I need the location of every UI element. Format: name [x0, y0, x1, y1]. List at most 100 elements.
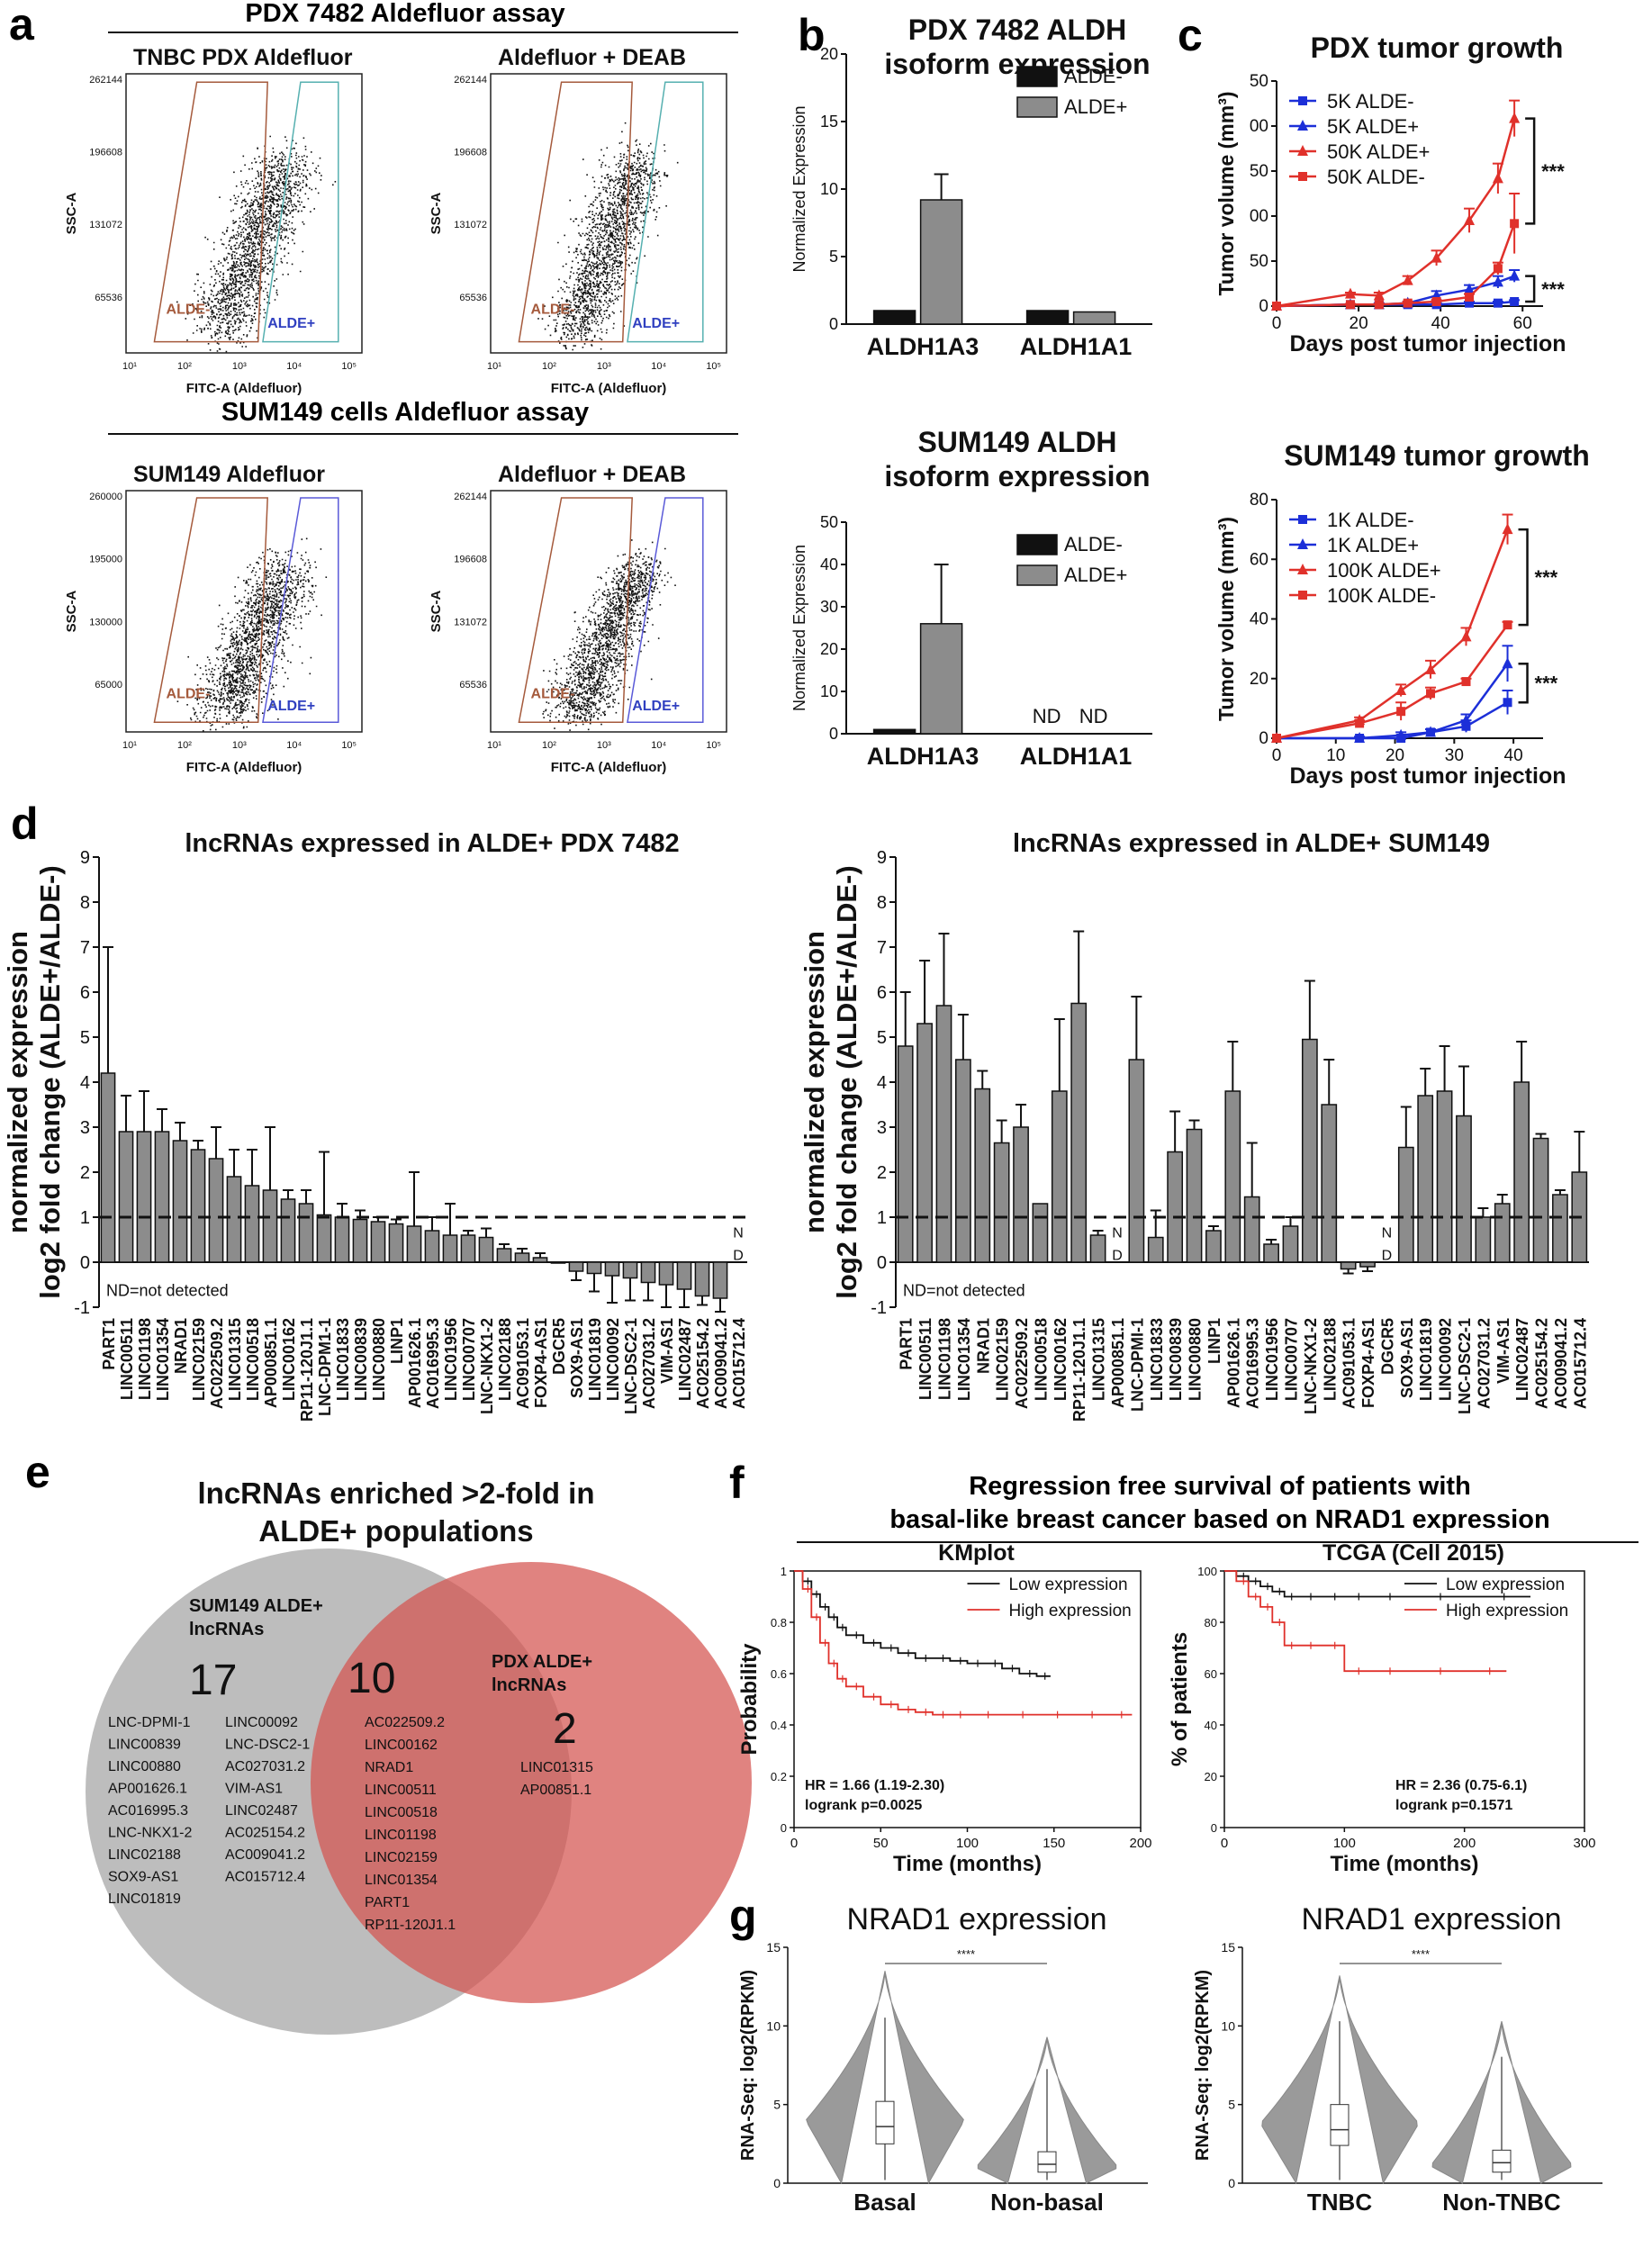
y-tick-label: 20 [820, 640, 838, 658]
flow-y-tick: 196608 [454, 148, 487, 158]
flow-plot-title: Aldefluor + DEAB [498, 462, 686, 487]
marker-square [1345, 300, 1355, 310]
category-label: LNC-DPMI-1 [1128, 1318, 1146, 1412]
legend-label: 1K ALDE- [1327, 509, 1414, 531]
bar-DGCR5 [550, 1261, 566, 1264]
venn-item: LINC02487 [225, 1803, 298, 1819]
category-label: DGCR5 [1378, 1318, 1396, 1375]
category-label: AC091053.1 [1341, 1318, 1359, 1409]
gate-label-neg: ALDE- [531, 686, 575, 701]
flow-x-label: FITC-A (Aldefluor) [186, 381, 302, 396]
category-label: LINC00511 [118, 1318, 136, 1400]
gate-label-neg: ALDE- [167, 686, 211, 701]
category-label: LINC01956 [1263, 1318, 1281, 1401]
category-label: RP11-120J1.1 [298, 1318, 316, 1422]
chart-title: SUM149 tumor growth [1284, 439, 1590, 472]
venn-item: NRAD1 [365, 1760, 413, 1775]
legend-label: 100K ALDE- [1327, 584, 1436, 607]
flow-y-tick: 131072 [454, 617, 487, 627]
category-label: LINC00511 [916, 1318, 934, 1400]
bar-NRAD1 [172, 1140, 188, 1263]
category-label: AC009041.2 [712, 1318, 730, 1409]
marker-triangle [1395, 684, 1407, 695]
flow-plot-title: SUM149 Aldefluor [133, 462, 325, 487]
flow-y-tick: 65536 [459, 293, 487, 303]
marker-square [1465, 293, 1475, 302]
bar-LINC01354 [154, 1131, 170, 1263]
flow-y-label: SSC-A [64, 590, 79, 632]
bar-AC016995.3 [424, 1230, 440, 1263]
chart-kmplot: KMplot 0 0.2 0.4 0.6 0.8 1 0 50 100 150 200 Time (mo… [737, 1540, 1152, 1876]
flow-y-tick: 131072 [454, 220, 487, 230]
venn-set-name: lncRNAs [189, 1620, 264, 1639]
marker-square [1396, 707, 1406, 717]
flow-plot-sum149: SUM149 Aldefluor FITC-A (Aldefluor) SSC-A 2… [64, 462, 363, 775]
marker-triangle [1297, 120, 1308, 131]
category-label: LINC00707 [1282, 1318, 1300, 1401]
bar-LINC00839 [352, 1218, 368, 1263]
venn-item: AP001626.1 [108, 1782, 187, 1797]
y-tick-label: 6 [877, 983, 887, 1003]
category-label: VIM-AS1 [1494, 1318, 1512, 1384]
category-label: Non-TNBC [1442, 2189, 1561, 2216]
y-tick-label: 60 [1250, 550, 1268, 569]
venn-item: AC027031.2 [225, 1759, 305, 1774]
gate-alde-pos [262, 497, 339, 724]
y-axis-label: Tumor volume (mm³) [1214, 517, 1238, 721]
category-label: NRAD1 [172, 1318, 190, 1374]
y-tick-label: 20 [1250, 670, 1268, 689]
bar-LINC00162 [280, 1198, 296, 1263]
bar-AC091053.1 [514, 1252, 530, 1263]
y-axis-label: RNA-Seq: log2(RPKM) [738, 1970, 758, 2161]
category-label: LINC02159 [994, 1318, 1012, 1401]
category-label: Non-basal [990, 2189, 1104, 2216]
y-tick-label: 15 [820, 113, 838, 131]
y-tick-label: 5 [773, 2098, 781, 2112]
category-label: LINC01198 [136, 1318, 154, 1400]
y-tick-label: 100 [1197, 1565, 1217, 1578]
bar-LINC01198 [136, 1131, 152, 1263]
bar-LINC01819 [1417, 1095, 1434, 1263]
gate-alde-pos [627, 81, 704, 343]
violin-box [875, 2100, 895, 2144]
venn-count-sum149: 17 [189, 1657, 237, 1704]
venn-item: LINC00880 [108, 1759, 181, 1774]
bar-AC091053.1 [1340, 1261, 1357, 1270]
y-tick-label: 0 [829, 315, 838, 333]
flow-y-tick: 195000 [89, 555, 122, 565]
flow-y-tick: 130000 [89, 617, 122, 627]
category-label: RP11-120J1.1 [1070, 1318, 1088, 1422]
x-tick-label: 10 [1326, 746, 1345, 765]
category-label: LINP1 [1205, 1318, 1223, 1364]
bar-VIM-AS1 [1494, 1203, 1511, 1263]
bar-LINC00162 [1051, 1090, 1068, 1263]
nd-label-n: N [1112, 1226, 1123, 1241]
marker-triangle [1395, 728, 1407, 740]
bar-LINC00880 [1186, 1128, 1203, 1263]
bar-ALDE- [1025, 310, 1070, 325]
gate-label-neg: ALDE- [531, 302, 575, 318]
gate-label-pos: ALDE+ [632, 316, 680, 331]
x-axis-label: Days post tumor injection [1290, 763, 1566, 789]
significance-stars: *** [1535, 566, 1558, 589]
venn-title-line2: ALDE+ populations [258, 1514, 533, 1548]
bar-AC022509.2 [1013, 1126, 1029, 1263]
marker-triangle [1492, 275, 1503, 287]
bar-LNC-DPMI-1 [1128, 1059, 1145, 1263]
y-tick-label: 00 [1250, 117, 1268, 136]
y-tick-label: 5 [80, 1028, 90, 1048]
panel-letter-c: c [1178, 10, 1203, 60]
y-axis-label-line1: normalized expression [799, 931, 830, 1233]
violin-box [1330, 2104, 1350, 2146]
bar-LINC01315 [1089, 1234, 1106, 1263]
bar-AC009041.2 [1552, 1194, 1568, 1263]
bar-LINC00839 [1167, 1151, 1184, 1263]
survival-curve-High expression [794, 1570, 1133, 1716]
y-tick-label: 0.4 [771, 1719, 787, 1732]
survival-curve-Low expression [794, 1570, 1051, 1677]
y-tick-label: 3 [80, 1118, 90, 1138]
marker-square [1355, 718, 1365, 728]
y-tick-label: 0 [877, 1253, 887, 1273]
flow-x-label: FITC-A (Aldefluor) [551, 760, 667, 775]
